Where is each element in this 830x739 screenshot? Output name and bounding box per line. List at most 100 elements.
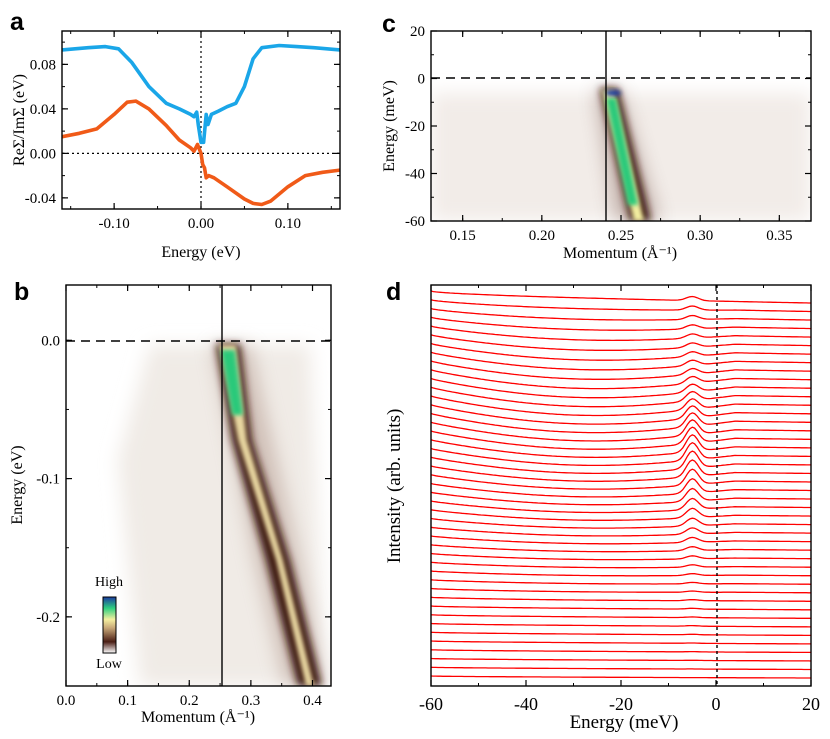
panel-d-edc-line (431, 587, 811, 594)
panel-d-edc-line (431, 412, 811, 434)
panel-a: -0.10 0.00 0.10 -0.04 0.00 0.04 0.08 Energy (e… (11, 30, 341, 261)
x-tick-label: 0.4 (303, 693, 322, 709)
panel-c-ylabel: Energy (meV) (381, 80, 398, 172)
panel-d-edc-line (431, 675, 811, 679)
panel-a-plot-area (62, 31, 340, 209)
panel-b: High Low 0.0 0.1 0.2 0.3 0.4 -0.2 -0.1 0.0 Mome… (9, 284, 332, 726)
panel-d-edc-line (431, 395, 811, 417)
panel-c-xlabel: Momentum (Å⁻¹) (563, 244, 677, 262)
panel-a-ticks: -0.10 0.00 0.10 -0.04 0.00 0.04 0.08 (25, 31, 340, 232)
panel-b-ylabel: Energy (eV) (9, 445, 26, 524)
y-tick-label: -0.2 (36, 610, 60, 626)
panel-d-edc-line (431, 631, 811, 637)
panel-d-edc-line (431, 596, 811, 602)
panel-b-ticks: 0.0 0.1 0.2 0.3 0.4 -0.2 -0.1 0.0 (36, 285, 331, 709)
y-tick-label: -0.04 (25, 191, 57, 207)
panel-d-plot-area (431, 290, 811, 679)
panel-d-edc-line (431, 544, 811, 553)
panel-d-edc-line (431, 649, 811, 654)
panel-d-edc-line (431, 570, 811, 577)
panel-d-edc-line (431, 535, 811, 545)
panel-b-xlabel: Momentum (Å⁻¹) (141, 708, 255, 726)
y-tick-label: 0.00 (30, 146, 56, 162)
x-tick-label: 0.1 (118, 693, 137, 709)
panel-d-edc-line (431, 426, 811, 450)
panel-b-band-yellow (219, 345, 314, 686)
panel-d-edc-line (431, 404, 811, 425)
panel-d-edc-line (431, 441, 811, 467)
x-tick-label: 20 (802, 694, 820, 714)
panel-letter-a: a (10, 8, 25, 36)
panel-d-edc-line (431, 605, 811, 611)
panel-a-series-line-1 (62, 99, 340, 207)
panel-d-edc-line (431, 468, 811, 490)
panel-d-edc-line (431, 307, 811, 321)
x-tick-label: 0.30 (687, 228, 713, 244)
panel-c-band-peak (605, 90, 621, 96)
x-tick-label: 0.25 (608, 228, 634, 244)
x-tick-label: -60 (419, 694, 443, 714)
y-tick-label: 0.04 (30, 102, 57, 118)
panel-d-edc-line (431, 507, 811, 521)
panel-d-edc-line (431, 459, 811, 482)
y-tick-label: -60 (405, 214, 425, 230)
x-tick-label: 0.3 (242, 693, 261, 709)
panel-d-edc-line (431, 517, 811, 529)
x-tick-label: 0.2 (180, 693, 199, 709)
panel-d-edc-line (431, 552, 811, 561)
y-tick-label: 0.0 (41, 333, 60, 349)
panel-d-edc-line (431, 342, 811, 361)
panel-d-edc-line (431, 657, 811, 662)
panel-d-ylabel: Intensity (arb. units) (384, 409, 405, 564)
panel-c: 0.15 0.20 0.25 0.30 0.35 -60 -40 -20 0 20 Momentu… (381, 24, 812, 262)
panel-b-frame (65, 284, 332, 687)
panel-d-edc-line (431, 434, 811, 459)
panel-letter-b: b (14, 278, 29, 306)
panel-d-xlabel: Energy (meV) (570, 712, 679, 733)
y-tick-label: -40 (405, 167, 425, 183)
panel-letter-d: d (386, 278, 401, 306)
y-tick-label: -20 (405, 119, 425, 135)
panel-d-edc-line (431, 487, 811, 506)
panel-d-edc-line (431, 497, 811, 514)
panel-d-edc-line (431, 419, 811, 442)
panel-a-xlabel: Energy (eV) (161, 244, 240, 261)
panel-b-band-green (221, 350, 243, 415)
x-tick-label: 0.20 (529, 228, 555, 244)
panel-c-plot-area (431, 88, 811, 221)
colorbar (102, 596, 117, 654)
panel-d-edc-line (431, 316, 811, 331)
y-tick-label: 0.08 (30, 57, 56, 73)
x-tick-label: 0 (712, 694, 721, 714)
panel-d-edc-line (431, 290, 811, 304)
x-tick-label: 0.0 (57, 693, 76, 709)
panel-d-edc-line (431, 377, 811, 399)
panel-d-edc-line (431, 450, 811, 475)
panel-d-edc-line (431, 640, 811, 645)
panel-d-edc-line (431, 614, 811, 619)
panel-d-edc-line (431, 360, 811, 380)
panel-d-edc-line (431, 561, 811, 569)
panel-d-edc-line (431, 579, 811, 585)
colorbar-high-label: High (95, 575, 123, 590)
x-tick-label: 0.00 (188, 216, 214, 232)
x-tick-label: -0.10 (99, 216, 130, 232)
x-tick-label: 0.15 (450, 228, 476, 244)
panel-d-edc-line (431, 622, 811, 628)
panel-d-edc-line (431, 526, 811, 537)
panel-a-series-line-0 (62, 43, 340, 145)
panel-c-ticks: 0.15 0.20 0.25 0.30 0.35 -60 -40 -20 0 20 (405, 24, 811, 244)
x-tick-label: -20 (609, 694, 633, 714)
panel-d-edc-line (431, 666, 811, 671)
panel-d: -60 -40 -20 0 20 Energy (meV) Intensity (arb… (384, 284, 820, 733)
panel-d-edc-line (431, 386, 811, 408)
panel-d-edc-line (431, 325, 811, 342)
colorbar-low-label: Low (96, 657, 123, 672)
panel-d-edc-line (431, 299, 811, 313)
panel-letter-c: c (382, 10, 396, 38)
y-tick-label: 20 (410, 24, 425, 40)
panel-d-ticks: -60 -40 -20 0 20 (419, 285, 820, 714)
panel-d-edc-line (431, 334, 811, 351)
x-tick-label: 0.35 (766, 228, 792, 244)
